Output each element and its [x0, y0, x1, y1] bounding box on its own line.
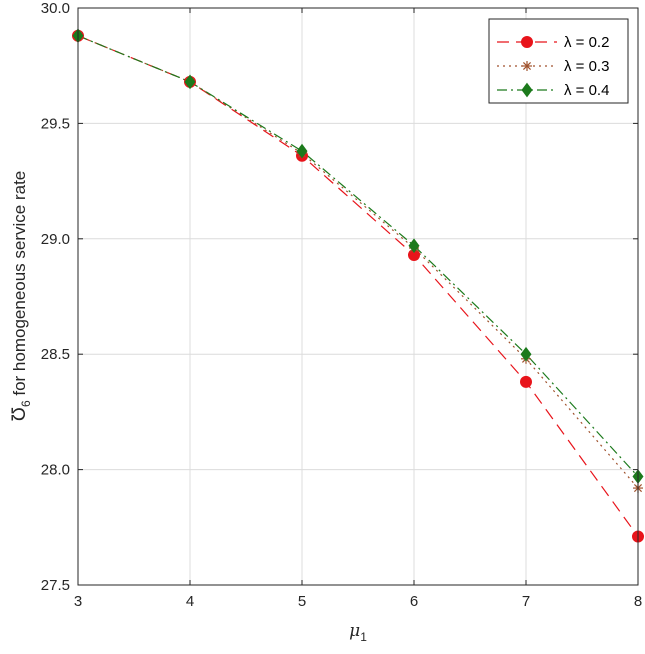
- y-axis-label-text: for homogeneous service rate: [10, 171, 29, 401]
- x-tick-label: 8: [634, 593, 642, 610]
- series-2-point: [184, 74, 196, 90]
- plot-frame: [77, 7, 639, 586]
- y-tick-label: 29.0: [41, 231, 70, 248]
- x-tick-label: 7: [522, 593, 530, 610]
- series-2-point: [408, 238, 420, 254]
- legend-swatch-marker: [522, 61, 532, 71]
- y-axis-label-subscript: 6: [19, 400, 33, 407]
- y-tick-label: 29.5: [41, 115, 70, 132]
- y-tick-label: 27.5: [41, 577, 70, 594]
- x-tick-label: 6: [410, 593, 418, 610]
- legend-swatch-marker: [521, 82, 533, 98]
- legend-entry-label: λ = 0.3: [564, 58, 609, 75]
- x-tick-label: 4: [186, 593, 194, 610]
- x-axis-label-subscript: 1: [360, 630, 367, 644]
- y-axis-ticks: 27.5 28.0 28.5 29.0 29.5 30.0: [41, 0, 638, 594]
- y-axis-label-symbol: Ʊ: [9, 407, 30, 421]
- y-tick-label: 28.5: [41, 346, 70, 363]
- x-axis-label: μ1: [349, 621, 367, 644]
- x-tick-label: 5: [298, 593, 306, 610]
- y-tick-label: 30.0: [41, 0, 70, 17]
- x-axis-label-symbol: μ: [349, 621, 360, 641]
- plot-area: [78, 8, 638, 585]
- x-axis-ticks: 3 4 5 6 7 8: [74, 8, 642, 610]
- legend-box: [488, 18, 629, 104]
- legend-swatch-marker: [521, 36, 533, 48]
- series-lines: [77, 35, 639, 537]
- y-axis-label: Ʊ6 for homogeneous service rate: [9, 171, 33, 422]
- series-2-point: [520, 346, 532, 362]
- series-0-point: [520, 375, 532, 388]
- legend-entry-label: λ = 0.4: [564, 82, 609, 99]
- series-line-2: [77, 35, 639, 477]
- legend: λ = 0.2 λ = 0.3 λ = 0.4: [488, 18, 629, 104]
- series-2-point: [296, 143, 308, 159]
- y-tick-label: 28.0: [41, 462, 70, 479]
- legend-entry-label: λ = 0.2: [564, 34, 609, 51]
- x-tick-label: 3: [74, 593, 82, 610]
